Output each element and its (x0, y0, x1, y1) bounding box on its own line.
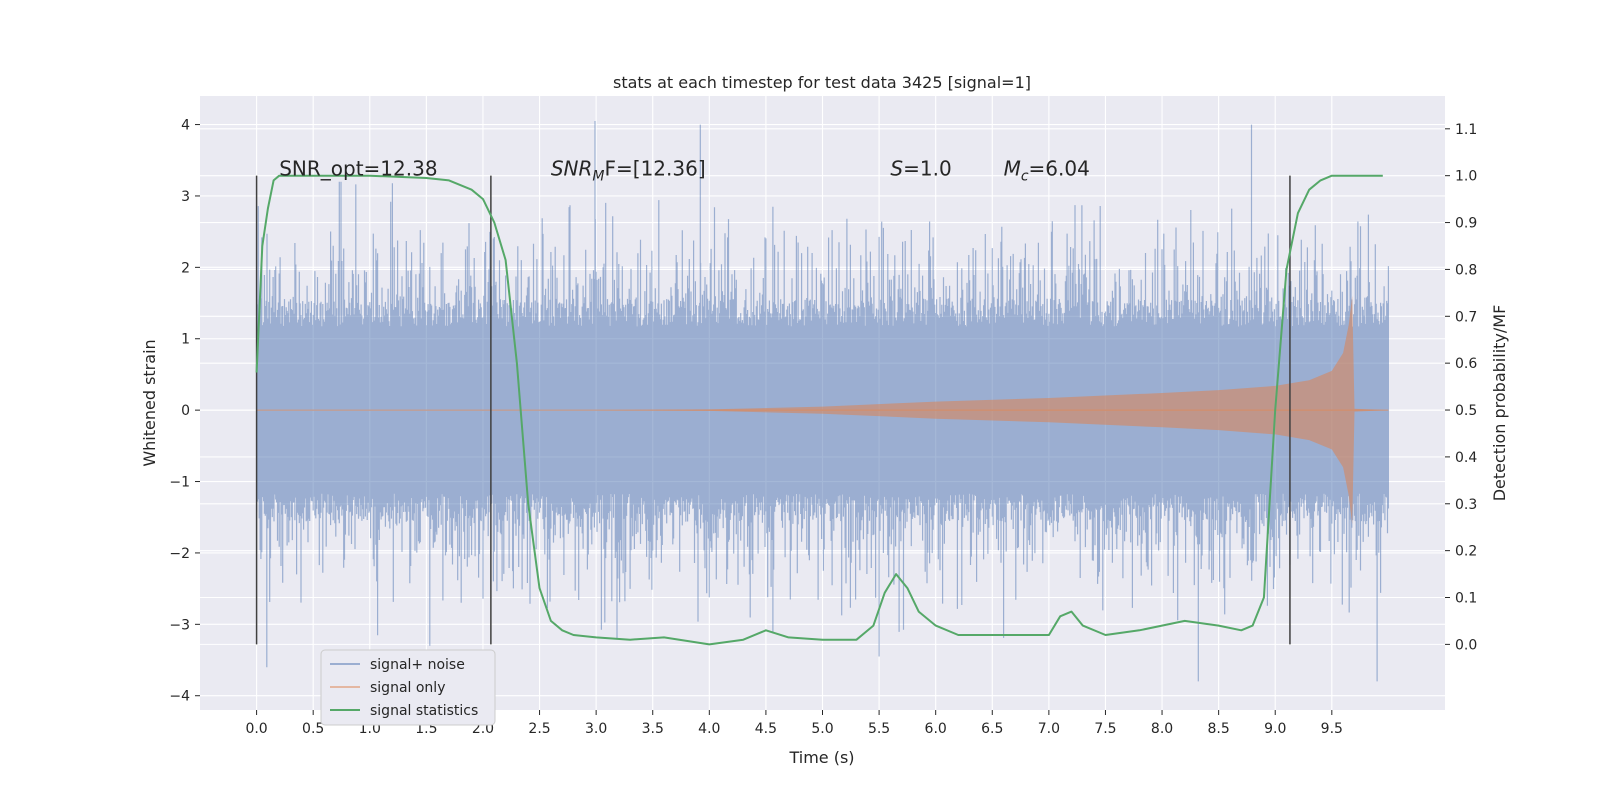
y2-tick-label: 0.7 (1455, 309, 1477, 325)
y-tick-label: −3 (169, 617, 190, 633)
y2-tick-label: 1.1 (1455, 122, 1477, 138)
x-tick-label: 0.0 (245, 721, 267, 737)
x-tick-label: 7.5 (1094, 721, 1116, 737)
x-tick-label: 0.5 (302, 721, 324, 737)
x-tick-label: 9.0 (1264, 721, 1286, 737)
x-axis-ticks: 0.0 0.5 1.0 1.5 2.0 2.5 3.0 3.5 4.0 4.5 5.0 5.5 6.0 6… (245, 710, 1343, 737)
y-axis-ticks: 4 3 2 1 0 −1 −2 −3 −4 (169, 118, 200, 705)
chart-title: stats at each timestep for test data 342… (613, 73, 1031, 92)
y2-tick-label: 0.3 (1455, 497, 1477, 513)
annotation-text: Mc=6.04 (1004, 157, 1090, 185)
legend-label-noise: signal+ noise (370, 657, 465, 673)
x-axis-label: Time (s) (788, 748, 854, 767)
y2-axis-ticks: 1.1 1.0 0.9 0.8 0.7 0.6 0.5 0.4 0.3 0.2 0.1 0.0 (1445, 122, 1477, 653)
y2-axis-label: Detection probability/MF (1490, 305, 1509, 502)
y-tick-label: −4 (169, 689, 190, 705)
x-tick-label: 2.5 (528, 721, 550, 737)
x-tick-label: 4.0 (698, 721, 720, 737)
x-tick-label: 3.5 (642, 721, 664, 737)
legend-label-signal: signal only (370, 680, 445, 696)
annotations: SNR_opt=12.38 SNRMF=[12.36] S=1.0 Mc=6.04 (279, 157, 1090, 185)
x-tick-label: 8.0 (1151, 721, 1173, 737)
y2-tick-label: 0.5 (1455, 403, 1477, 419)
series-signal-only (256, 295, 1389, 525)
y2-tick-label: 0.8 (1455, 262, 1477, 278)
y2-tick-label: 0.4 (1455, 450, 1477, 466)
annotation-text: SNR_opt=12.38 (279, 157, 437, 181)
y2-tick-label: 0.2 (1455, 544, 1477, 560)
y-tick-label: 3 (181, 189, 190, 205)
legend: signal+ noise signal only signal statist… (320, 649, 496, 726)
x-tick-label: 5.0 (811, 721, 833, 737)
legend-label-stats: signal statistics (370, 703, 478, 719)
y-tick-label: −2 (169, 546, 190, 562)
x-tick-label: 4.5 (755, 721, 777, 737)
y2-tick-label: 1.0 (1455, 169, 1477, 185)
y2-tick-label: 0.6 (1455, 356, 1477, 372)
y2-tick-label: 0.0 (1455, 637, 1477, 653)
series-signal-statistics (255, 174, 1383, 646)
y-axis-label: Whitened strain (140, 339, 159, 466)
x-tick-label: 9.5 (1321, 721, 1343, 737)
y2-tick-label: 0.1 (1455, 591, 1477, 607)
y2-tick-label: 0.9 (1455, 216, 1477, 232)
x-tick-label: 6.0 (925, 721, 947, 737)
annotation-text: S=1.0 (890, 157, 951, 181)
x-tick-label: 7.0 (1038, 721, 1060, 737)
y-tick-label: 2 (181, 260, 190, 276)
y-tick-label: 0 (181, 403, 190, 419)
x-tick-label: 5.5 (868, 721, 890, 737)
annotation-text: SNRMF=[12.36] (551, 157, 706, 185)
legend-box (320, 649, 496, 726)
stats-line (255, 174, 1383, 646)
y-tick-label: 1 (181, 332, 190, 348)
x-tick-label: 3.0 (585, 721, 607, 737)
y-tick-label: −1 (169, 475, 190, 491)
x-tick-label: 8.5 (1208, 721, 1230, 737)
y-tick-label: 4 (181, 118, 190, 134)
x-tick-label: 6.5 (981, 721, 1003, 737)
